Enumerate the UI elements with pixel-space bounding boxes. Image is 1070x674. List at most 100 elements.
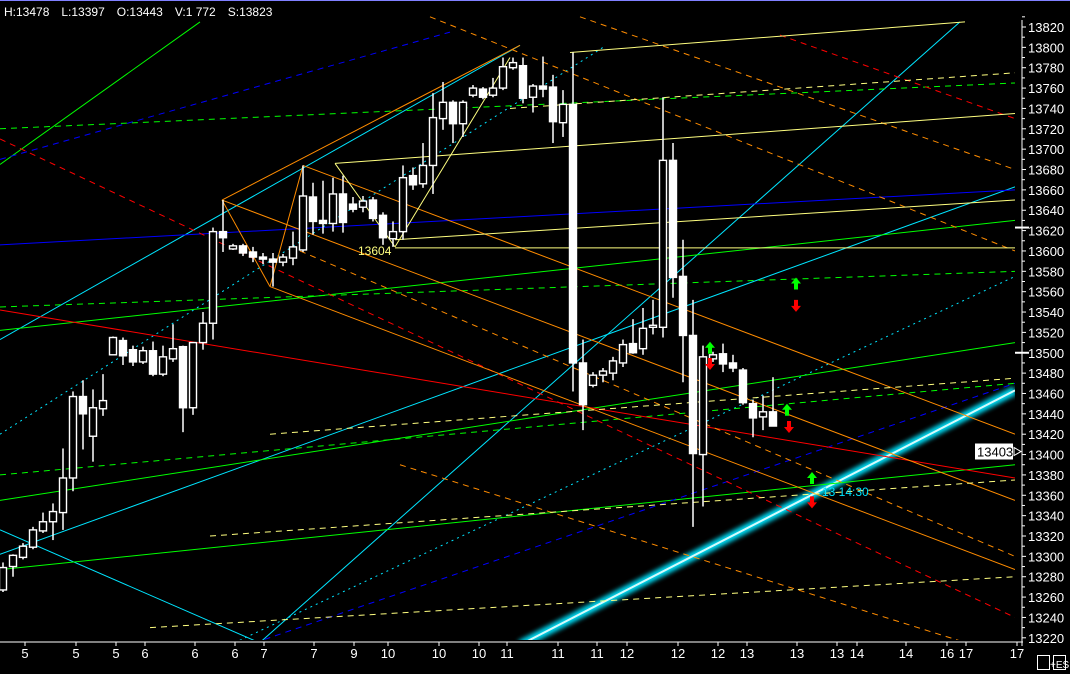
candle-body-down (268, 258, 278, 263)
arrow-up-icon (705, 341, 715, 354)
candle-body-down (238, 245, 248, 254)
candle-body-down (448, 101, 458, 125)
candle-body-up (28, 529, 38, 548)
candle-body-down (148, 350, 158, 375)
candle-body-down (308, 196, 318, 223)
x-tick-label: 13 (740, 646, 754, 661)
y-tick-label: 13760 (1028, 81, 1064, 96)
candle-body-up (158, 356, 168, 375)
header-volume: V:1 772 (174, 5, 216, 19)
candle (568, 52, 578, 392)
candle-body-down (578, 362, 588, 406)
layout-button-1[interactable] (1037, 655, 1050, 670)
trendline-green (0, 270, 1015, 308)
trendline-orange (221, 44, 521, 201)
y-tick-label: 13280 (1028, 570, 1064, 585)
y-tick-label: 13360 (1028, 488, 1064, 503)
candle (638, 307, 648, 355)
x-tick-label: 5 (72, 646, 79, 661)
candle (8, 554, 18, 577)
candle (548, 74, 558, 144)
candle (688, 299, 698, 527)
trendline-cyan (0, 529, 255, 640)
y-tick-label: 13520 (1028, 325, 1064, 340)
candle-body-up (208, 230, 218, 324)
candle (588, 372, 598, 388)
candle (768, 377, 778, 427)
y-tick-label: 13420 (1028, 427, 1064, 442)
candle-body-up (108, 336, 118, 356)
x-tick-label: 7 (260, 646, 267, 661)
x-tick-label: 14 (899, 646, 913, 661)
candle-body-up (38, 521, 48, 532)
candle-body-down (518, 64, 528, 99)
candle (258, 252, 268, 265)
candle (48, 503, 58, 541)
candle-body-up (48, 510, 58, 523)
candle-body-up (428, 116, 438, 167)
candle-body-up (488, 87, 498, 96)
trendline-orange (299, 250, 1015, 557)
trendline-yellow (149, 576, 1015, 629)
candle-body-up (8, 554, 18, 568)
candle (338, 175, 348, 233)
candle (378, 212, 388, 245)
candle (58, 448, 68, 530)
arrow-down-icon (791, 299, 801, 312)
candle (518, 57, 528, 104)
candle (498, 57, 508, 91)
candle (88, 389, 98, 462)
candle-body-up (508, 61, 518, 69)
candle (758, 395, 768, 431)
candle-body-down (538, 85, 548, 90)
candle-body-up (18, 545, 28, 559)
candle (208, 227, 218, 340)
candle (228, 243, 238, 250)
x-tick-label: 16 (940, 646, 954, 661)
candle (318, 180, 328, 234)
candle (18, 543, 28, 560)
arrow-down-icon (807, 496, 817, 509)
candle (408, 167, 418, 190)
candle-body-down (318, 219, 328, 225)
candle-body-up (588, 374, 598, 387)
candle-body-down (178, 345, 188, 409)
trendlines-layer (0, 16, 1015, 640)
layout-button-2[interactable] (1053, 655, 1066, 670)
candle-body-up (608, 360, 618, 374)
x-tick-label: 11 (551, 646, 565, 661)
trendline-cyan (262, 21, 961, 640)
candle (128, 345, 138, 366)
candle-body-up (288, 246, 298, 259)
x-axis[interactable]: 5 5 5 6 6 6 7 7 9 10 10 10 11 11 11 12 12 12 13 13 13 14 14 16 1… (0, 641, 1024, 661)
y-tick-label: 13440 (1028, 407, 1064, 422)
trendline-glow-core (527, 389, 1015, 640)
trendline-yellow (269, 377, 1015, 435)
y-tick-label: 13640 (1028, 203, 1064, 218)
candle (608, 356, 618, 381)
x-tick-label: 13 (790, 646, 804, 661)
candle (708, 351, 718, 362)
candle (468, 85, 478, 98)
candle (538, 56, 548, 98)
candle (288, 231, 298, 266)
candle-body-up (528, 85, 538, 98)
y-axis[interactable]: 13820 13800 13780 13760 13740 13720 13700 13680… (1015, 16, 1064, 646)
trendline-green (0, 82, 1015, 130)
y-tick-label: 13480 (1028, 366, 1064, 381)
candle-body-down (78, 395, 88, 415)
trendline-blue (261, 382, 1015, 640)
candle (388, 221, 398, 247)
y-tick-label: 13500 (1028, 346, 1064, 361)
candle-body-up (758, 411, 768, 418)
trendline-blue (0, 31, 451, 160)
candle (138, 346, 148, 364)
candle (728, 354, 738, 373)
y-tick-label: 13600 (1028, 244, 1064, 259)
y-tick-label: 13220 (1028, 631, 1064, 646)
candle (198, 312, 208, 350)
candle-body-up (658, 159, 668, 329)
trendline-green (0, 342, 1015, 501)
candle-body-down (248, 251, 258, 258)
